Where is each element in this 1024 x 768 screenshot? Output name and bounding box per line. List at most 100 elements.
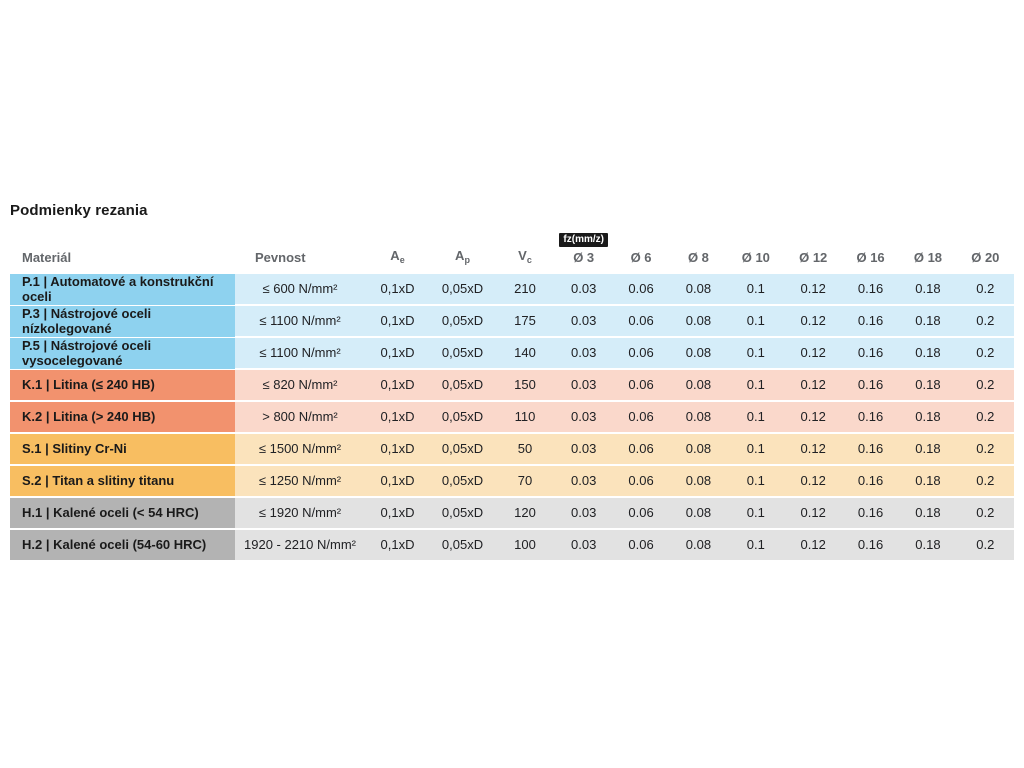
- fz-value-cell: 0.08: [685, 472, 712, 488]
- fz-value-cell: 0.08: [685, 440, 712, 456]
- fz-value-cell: 0.2: [976, 376, 995, 392]
- d3-label: Ø 3: [573, 250, 595, 265]
- page-title: Podmienky rezania: [10, 202, 148, 219]
- pevnost-cell: > 800 N/mm²: [262, 408, 338, 424]
- ae-cell: 0,1xD: [380, 345, 415, 361]
- ae-cell: 0,1xD: [380, 504, 415, 520]
- fz-value-cell: 0.1: [746, 504, 765, 520]
- fz-value-cell: 0.2: [976, 313, 995, 329]
- fz-value-cell: 0.18: [915, 536, 941, 552]
- fz-value-cell: 0.08: [685, 504, 712, 520]
- material-cell: H.2 | Kalené oceli (54-60 HRC): [10, 529, 235, 560]
- vc-cell: 140: [514, 345, 536, 361]
- ap-cell: 0,05xD: [441, 536, 484, 552]
- fz-value-cell: 0.06: [628, 440, 654, 456]
- fz-value-cell: 0.1: [746, 536, 765, 552]
- fz-value-cell: 0.18: [915, 504, 941, 520]
- fz-value-cell: 0.1: [746, 376, 765, 392]
- page-content: Podmienky rezania Materiál Pevnost Ae Ap…: [10, 202, 1014, 560]
- fz-value-cell: 0.03: [571, 313, 597, 329]
- ae-cell: 0,1xD: [380, 376, 415, 392]
- material-cell: H.1 | Kalené oceli (< 54 HRC): [10, 497, 235, 528]
- column-header-d20: Ø 20: [971, 250, 1000, 265]
- fz-value-cell: 0.18: [915, 408, 941, 424]
- ae-base: A: [390, 247, 400, 263]
- ap-cell: 0,05xD: [441, 408, 484, 424]
- material-cell: S.1 | Slitiny Cr-Ni: [10, 433, 235, 464]
- pevnost-cell: ≤ 1250 N/mm²: [258, 472, 342, 488]
- ae-cell: 0,1xD: [380, 472, 415, 488]
- fz-value-cell: 0.2: [976, 440, 995, 456]
- fz-value-cell: 0.2: [976, 408, 995, 424]
- ae-sub: e: [399, 254, 405, 265]
- table-row: P.5 | Nástrojové oceli vysocelegované ≤ …: [10, 337, 1014, 369]
- ap-cell: 0,05xD: [441, 472, 484, 488]
- fz-value-cell: 0.12: [800, 440, 826, 456]
- fz-value-cell: 0.08: [685, 345, 712, 361]
- column-header-d18: Ø 18: [913, 250, 943, 265]
- ap-cell: 0,05xD: [441, 504, 484, 520]
- column-header-ae: Ae: [365, 248, 430, 266]
- fz-value-cell: 0.06: [628, 345, 654, 361]
- fz-value-cell: 0.06: [628, 281, 654, 297]
- fz-value-cell: 0.12: [800, 376, 826, 392]
- column-header-vc: Vc: [495, 248, 555, 266]
- fz-value-cell: 0.18: [915, 313, 941, 329]
- column-header-d10: Ø 10: [741, 250, 770, 265]
- fz-value-cell: 0.06: [628, 408, 654, 424]
- fz-value-cell: 0.03: [571, 376, 597, 392]
- fz-value-cell: 0.1: [746, 313, 765, 329]
- column-header-d12: Ø 12: [799, 250, 828, 265]
- ap-cell: 0,05xD: [441, 376, 484, 392]
- vc-cell: 150: [514, 376, 536, 392]
- fz-value-cell: 0.1: [746, 408, 765, 424]
- fz-value-cell: 0.16: [857, 345, 884, 361]
- material-cell: P.1 | Automatové a konstrukční oceli: [10, 273, 235, 305]
- fz-value-cell: 0.08: [685, 408, 712, 424]
- vc-cell: 110: [514, 408, 536, 424]
- column-header-d16: Ø 16: [856, 250, 885, 265]
- material-cell: S.2 | Titan a slitiny titanu: [10, 465, 235, 496]
- fz-value-cell: 0.1: [746, 440, 765, 456]
- table-header: Materiál Pevnost Ae Ap Vc fz(mm/z) Ø 3 Ø…: [10, 233, 1014, 274]
- ap-base: A: [455, 247, 465, 263]
- fz-value-cell: 0.2: [976, 472, 995, 488]
- table-body: P.1 | Automatové a konstrukční oceli ≤ 6…: [10, 273, 1014, 560]
- vc-base: V: [518, 247, 527, 263]
- fz-value-cell: 0.16: [857, 536, 884, 552]
- vc-cell: 70: [517, 472, 533, 488]
- fz-value-cell: 0.08: [685, 281, 712, 297]
- material-cell: K.2 | Litina (> 240 HB): [10, 401, 235, 432]
- fz-value-cell: 0.16: [857, 408, 884, 424]
- fz-value-cell: 0.2: [976, 281, 995, 297]
- table-row: P.3 | Nástrojové oceli nízkolegované ≤ 1…: [10, 305, 1014, 337]
- fz-value-cell: 0.2: [976, 504, 995, 520]
- fz-value-cell: 0.16: [857, 504, 884, 520]
- table-row: K.2 | Litina (> 240 HB) > 800 N/mm² 0,1x…: [10, 401, 1014, 432]
- fz-value-cell: 0.18: [915, 376, 941, 392]
- material-cell: P.5 | Nástrojové oceli vysocelegované: [10, 337, 235, 369]
- ap-cell: 0,05xD: [441, 440, 484, 456]
- fz-value-cell: 0.03: [571, 472, 597, 488]
- pevnost-cell: ≤ 1920 N/mm²: [258, 504, 342, 520]
- fz-value-cell: 0.03: [571, 440, 597, 456]
- fz-value-cell: 0.06: [628, 313, 654, 329]
- fz-value-cell: 0.12: [800, 345, 826, 361]
- table-row: K.1 | Litina (≤ 240 HB) ≤ 820 N/mm² 0,1x…: [10, 369, 1014, 400]
- fz-value-cell: 0.18: [915, 281, 941, 297]
- fz-value-cell: 0.08: [685, 536, 712, 552]
- fz-value-cell: 0.03: [571, 536, 597, 552]
- fz-value-cell: 0.18: [915, 345, 941, 361]
- ap-cell: 0,05xD: [441, 313, 484, 329]
- ae-cell: 0,1xD: [380, 536, 415, 552]
- vc-cell: 210: [514, 281, 536, 297]
- ap-cell: 0,05xD: [441, 345, 484, 361]
- vc-sub: c: [526, 254, 532, 265]
- fz-value-cell: 0.2: [976, 536, 995, 552]
- fz-value-cell: 0.06: [628, 504, 654, 520]
- fz-value-cell: 0.12: [800, 536, 826, 552]
- fz-value-cell: 0.16: [857, 313, 884, 329]
- fz-value-cell: 0.1: [746, 281, 765, 297]
- fz-value-cell: 0.12: [800, 408, 826, 424]
- column-header-pevnost: Pevnost: [255, 250, 306, 265]
